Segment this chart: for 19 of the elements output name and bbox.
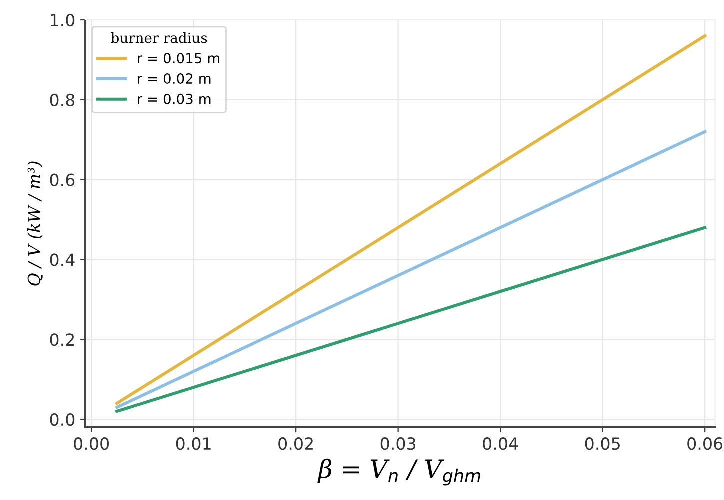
y-tick-label: 0.8 — [50, 94, 75, 106]
x-tick-label: 0.00 — [74, 438, 110, 450]
x-tick-label: 0.03 — [380, 438, 416, 450]
x-tick-label: 0.06 — [688, 438, 723, 450]
y-tick-label: 1.0 — [51, 14, 75, 27]
x-tick-label: 0.05 — [585, 438, 620, 450]
x-tick-label: 0.04 — [483, 438, 518, 450]
legend-label: r = 0.02 m — [138, 74, 211, 84]
x-tick-label: 0.02 — [278, 438, 313, 450]
x-tick-label: 0.01 — [176, 438, 211, 450]
y-axis-title: Q / V (kW / m³) — [28, 162, 43, 286]
y-tick-label: 0.2 — [50, 334, 74, 346]
x-axis-title: β = V$_{n}$ / V$_{ghm}$ — [318, 458, 480, 486]
y-tick-label: 0.4 — [50, 254, 75, 266]
legend-label: r = 0.03 m — [138, 94, 211, 104]
legend-title: burner radius — [111, 32, 208, 44]
y-tick-label: 0.0 — [50, 413, 75, 426]
legend-label: r = 0.015 m — [138, 53, 220, 64]
y-tick-label: 0.6 — [50, 174, 75, 186]
